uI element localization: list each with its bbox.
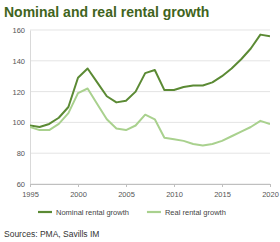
plot: 60 80 100 120 140 160 1995 2000 2005 2010 2015 2020 [12, 26, 278, 199]
grid [30, 30, 270, 184]
source: Sources: PMA, Savills IM [4, 229, 99, 239]
y-tick-label: 80 [17, 149, 25, 158]
y-tick-label: 100 [12, 118, 25, 127]
x-tick-mark [126, 184, 127, 187]
grid-line [30, 122, 270, 123]
x-tick: 2015 [214, 184, 231, 199]
x-tick-mark [30, 184, 31, 187]
lines [30, 35, 270, 146]
x-tick-label: 1995 [22, 190, 39, 199]
x-tick-mark [222, 184, 223, 187]
y-axis: 60 80 100 120 140 160 [12, 26, 30, 189]
legend-item: Real rental growth [147, 208, 226, 217]
x-tick-mark [174, 184, 175, 187]
legend: Nominal rental growth Real rental growth [38, 208, 226, 217]
y-tick: 160 [12, 26, 30, 35]
x-tick-label: 2005 [118, 190, 135, 199]
x-tick-label: 2015 [214, 190, 231, 199]
x-axis-line [31, 185, 271, 188]
x-tick: 2005 [118, 184, 135, 199]
legend-label: Real rental growth [165, 208, 226, 217]
y-tick: 100 [12, 118, 30, 127]
legend-swatch [147, 211, 161, 213]
grid-line [30, 91, 270, 92]
y-tick: 80 [17, 149, 30, 158]
legend-item: Nominal rental growth [38, 208, 129, 217]
y-tick: 60 [17, 180, 30, 189]
grid-line [30, 60, 270, 61]
x-tick-label: 2000 [70, 190, 87, 199]
series-line [30, 35, 270, 127]
grid-line [30, 30, 270, 31]
y-tick-label: 160 [12, 26, 25, 35]
y-tick-label: 140 [12, 57, 25, 66]
series-line [30, 89, 270, 146]
legend-swatch [38, 211, 52, 213]
x-tick-label: 2010 [166, 190, 183, 199]
legend-label: Nominal rental growth [56, 208, 129, 217]
x-tick: 2000 [70, 184, 87, 199]
x-tick-mark [78, 184, 79, 187]
x-tick: 1995 [22, 184, 39, 199]
title: Nominal and real rental growth [4, 4, 209, 20]
y-tick-label: 120 [12, 88, 25, 97]
grid-line [30, 153, 270, 154]
x-tick-label: 2020 [262, 190, 279, 199]
x-tick-mark [270, 184, 271, 187]
x-tick: 2010 [166, 184, 183, 199]
x-tick: 2020 [262, 184, 279, 199]
y-tick: 120 [12, 88, 30, 97]
y-tick: 140 [12, 57, 30, 66]
y-axis-line [30, 31, 31, 185]
x-axis: 1995 2000 2005 2010 2015 2020 [22, 184, 279, 199]
y-tick-label: 60 [17, 180, 25, 189]
chart: Nominal and real rental growth 60 80 100 120… [0, 0, 280, 242]
